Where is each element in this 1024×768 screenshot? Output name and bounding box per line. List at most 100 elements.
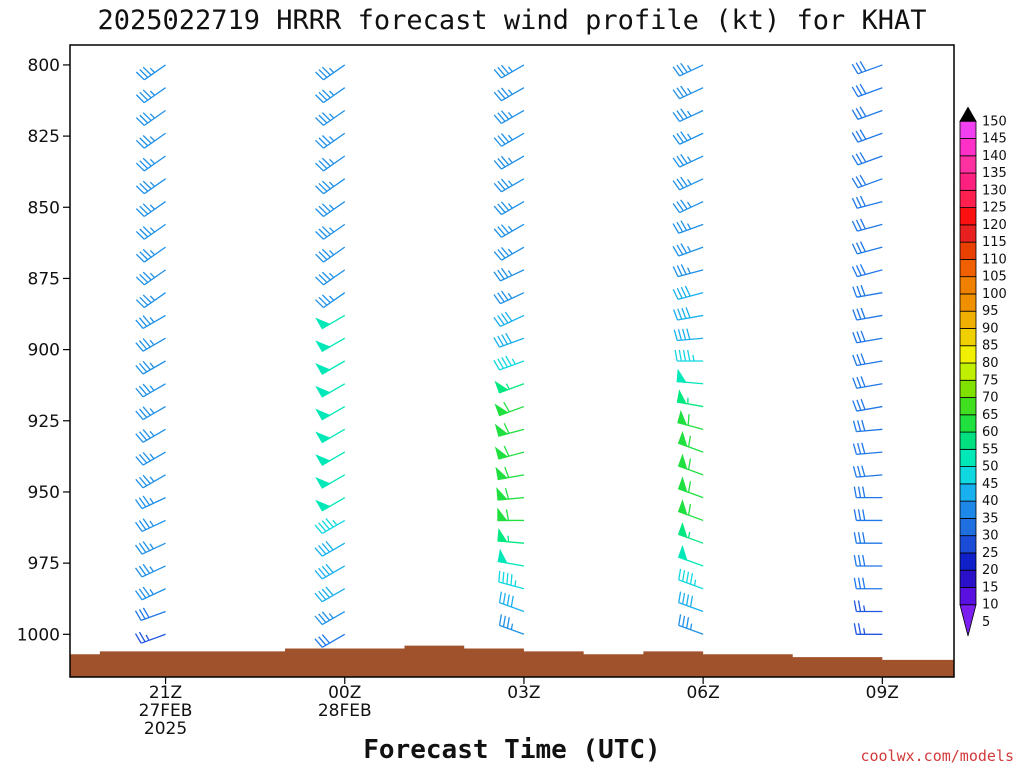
barb-flag: [497, 358, 505, 369]
y-axis: 800 825 850 875 900 925 950 975 1000: [17, 56, 70, 645]
barb-flag: [859, 218, 866, 230]
wind-barb: [672, 85, 704, 100]
barb-staff: [857, 269, 883, 278]
barb-flag: [493, 316, 501, 327]
barb-pennant: [315, 385, 331, 398]
barb-staff: [323, 87, 346, 104]
barb-flag: [855, 196, 862, 208]
barb-staff: [501, 132, 525, 147]
barb-flag: [138, 631, 146, 643]
barb-staff: [679, 132, 704, 145]
barb-flag: [857, 577, 862, 589]
barb-flag: [680, 243, 688, 254]
barb-flag: [315, 71, 324, 81]
x-tick-label: 2025: [144, 719, 187, 739]
barb-flag: [676, 64, 684, 75]
barb-flag: [135, 230, 145, 240]
barb-flag: [142, 180, 152, 190]
barb-pennant: [677, 409, 688, 426]
wind-barb: [677, 409, 704, 430]
barb-flag: [318, 228, 328, 238]
barb-half-flag: [149, 497, 154, 504]
barb-flag: [325, 540, 334, 551]
barb-pennant: [495, 466, 509, 481]
barb-staff: [678, 602, 704, 613]
barb-staff: [143, 223, 166, 240]
wind-barb: [852, 419, 883, 433]
wind-barb: [852, 307, 883, 321]
barb-flag: [493, 114, 502, 124]
barb-flag: [852, 286, 858, 298]
wind-barb: [493, 132, 525, 147]
wind-barb: [135, 586, 166, 601]
barb-staff: [323, 223, 346, 240]
barb-pennant: [677, 430, 688, 448]
barb-staff: [323, 246, 346, 263]
barb-flag: [855, 85, 863, 96]
barb-flag: [493, 271, 501, 282]
barb-flag: [500, 178, 510, 189]
barb-flag: [135, 94, 145, 104]
barb-flag: [689, 595, 694, 608]
wind-barb: [135, 109, 166, 126]
barb-staff: [678, 223, 704, 234]
barb-flag: [497, 180, 506, 191]
y-tick-label: 950: [28, 483, 60, 503]
barb-flag: [687, 503, 692, 516]
barb-staff: [323, 269, 346, 286]
barb-flag: [142, 89, 152, 99]
barb-staff: [500, 269, 525, 282]
barb-flag: [315, 276, 324, 286]
barb-flag: [856, 399, 862, 411]
wind-barb: [315, 497, 346, 512]
colorbar-swatch: [959, 258, 977, 278]
wind-barb: [315, 155, 346, 172]
barb-flag: [856, 331, 862, 343]
wind-barb: [135, 428, 166, 443]
barb-half-flag: [149, 295, 156, 301]
barb-flag: [859, 241, 866, 252]
barb-flag: [497, 335, 505, 347]
wind-barb: [853, 600, 883, 613]
barb-flag: [321, 611, 331, 621]
barb-flag: [138, 385, 148, 396]
barb-flag: [142, 248, 152, 258]
barb-flag: [504, 488, 510, 500]
barb-flag: [851, 86, 859, 97]
barb-flag: [672, 111, 681, 122]
barb-flag: [139, 296, 149, 306]
barb-flag: [862, 486, 866, 498]
barb-flag: [687, 349, 691, 362]
barb-flag: [321, 543, 331, 553]
barb-half-flag: [507, 66, 513, 73]
colorbar-swatch: [959, 397, 977, 416]
wind-barb: [851, 106, 883, 120]
barb-half-flag: [329, 113, 335, 119]
wind-barb: [852, 330, 883, 344]
barb-flag: [853, 509, 857, 521]
barb-flag: [142, 451, 151, 462]
wind-barb: [135, 223, 166, 240]
barb-pennant: [677, 499, 688, 516]
wind-barb: [135, 292, 166, 309]
wind-barb: [677, 430, 704, 453]
barb-half-flag: [507, 203, 513, 209]
barb-flag: [500, 133, 510, 143]
barb-staff: [857, 109, 883, 120]
barb-staff: [501, 109, 525, 125]
wind-barb: [493, 64, 525, 79]
barb-staff: [142, 428, 166, 443]
barb-flag: [506, 572, 509, 585]
barb-staff: [500, 292, 525, 305]
barb-staff: [321, 565, 346, 580]
barb-staff: [501, 178, 525, 193]
colorbar-label: 110: [982, 252, 1007, 267]
barb-half-flag: [510, 623, 514, 630]
barb-flag: [503, 422, 510, 434]
barb-flag: [682, 592, 686, 605]
barb-flag: [318, 296, 328, 306]
barb-half-flag: [149, 362, 155, 369]
barb-flag: [504, 466, 510, 478]
barb-flag: [852, 377, 858, 389]
wind-barb: [314, 586, 346, 603]
